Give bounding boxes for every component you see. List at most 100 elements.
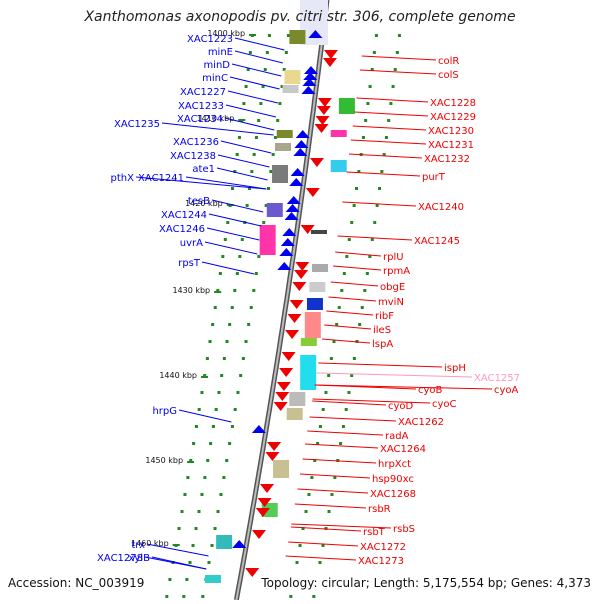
ring-tick <box>250 170 254 173</box>
plus-strand-gene <box>295 130 310 138</box>
minus-strand-gene <box>281 352 296 361</box>
ring-tick <box>189 459 193 462</box>
minus-strand-gene <box>255 508 270 517</box>
ring-tick <box>395 51 399 54</box>
left-gene-leader <box>144 556 207 570</box>
gene-block <box>306 298 323 310</box>
ring-tick <box>289 595 293 598</box>
ring-tick <box>265 51 269 54</box>
right-gene-leader <box>305 443 379 449</box>
scale-label: 1450 kbp <box>145 456 183 465</box>
ring-tick <box>194 425 198 428</box>
right-gene-leader <box>294 503 367 509</box>
ring-tick <box>201 595 205 598</box>
ring-tick <box>219 493 223 496</box>
ring-tick <box>310 476 314 479</box>
gene-block <box>330 160 347 172</box>
right-gene-label: cyoC <box>432 399 457 410</box>
plus-strand-gene <box>303 66 318 74</box>
scale-label: 1440 kbp <box>159 371 197 380</box>
left-gene-leader <box>224 117 275 131</box>
ring-tick <box>252 289 256 292</box>
ring-tick <box>352 357 356 360</box>
gene-block <box>273 460 290 478</box>
ring-tick <box>214 408 218 411</box>
ring-tick <box>282 68 286 71</box>
plus-strand-gene <box>289 178 304 186</box>
left-gene-label: pthX <box>111 173 135 184</box>
ring-tick <box>380 170 384 173</box>
ring-tick <box>207 561 211 564</box>
right-gene-leader <box>324 324 372 330</box>
right-gene-label: ribF <box>375 311 394 322</box>
ring-tick <box>372 51 376 54</box>
plus-strand-gene <box>251 425 266 433</box>
minus-strand-gene <box>315 116 330 125</box>
ring-tick <box>216 510 220 513</box>
gene-block <box>300 355 317 390</box>
right-gene-leader <box>285 555 357 561</box>
ring-tick <box>241 357 245 360</box>
ring-tick <box>276 119 280 122</box>
right-gene-label: hrpXct <box>378 459 411 470</box>
ring-tick <box>378 187 382 190</box>
right-gene-leader <box>302 458 377 464</box>
right-gene-leader <box>346 171 421 177</box>
scale-tick <box>249 34 257 36</box>
ring-tick <box>216 289 220 292</box>
left-gene-leader <box>229 76 280 90</box>
right-gene-label: hsp90xc <box>372 474 414 485</box>
left-gene-leader <box>201 261 255 275</box>
ring-tick <box>225 459 229 462</box>
ring-tick <box>384 136 388 139</box>
ring-tick <box>278 102 282 105</box>
scale-tick <box>214 291 222 293</box>
right-gene-leader <box>350 139 427 145</box>
ring-tick <box>182 595 186 598</box>
minus-strand-gene <box>289 300 304 309</box>
ring-tick <box>363 289 367 292</box>
left-gene-leader <box>220 140 272 154</box>
ring-tick <box>211 323 215 326</box>
right-gene-label: lspA <box>372 339 393 350</box>
minus-strand-gene <box>316 106 331 115</box>
ring-tick <box>217 391 221 394</box>
ring-tick <box>240 238 244 241</box>
plus-strand-gene <box>302 78 317 86</box>
ring-tick <box>327 374 331 377</box>
ring-tick <box>254 136 258 139</box>
left-gene-label: XAC1223 <box>187 34 233 45</box>
ring-tick <box>286 34 290 37</box>
ring-tick <box>355 187 359 190</box>
ring-tick <box>342 272 346 275</box>
right-gene-leader <box>342 201 417 207</box>
minus-strand-gene <box>317 98 332 107</box>
ring-tick <box>341 425 345 428</box>
ring-tick <box>185 578 189 581</box>
left-gene-label: XAC1238 <box>170 151 216 162</box>
left-gene-leader <box>204 241 258 255</box>
right-gene-label: rsbT <box>363 527 386 538</box>
right-gene-leader <box>314 384 493 390</box>
gene-block <box>272 165 289 183</box>
gene-block <box>289 392 306 406</box>
scale-tick <box>187 461 195 463</box>
ring-tick <box>230 306 234 309</box>
right-gene-label: XAC1262 <box>398 417 444 428</box>
genome-summary: Topology: circular; Length: 5,175,554 bp… <box>261 576 591 590</box>
left-gene-label: XAC1278 <box>97 553 143 564</box>
genome-backbone-highlight <box>235 0 328 601</box>
minus-strand-gene <box>257 498 272 507</box>
ring-tick <box>186 476 190 479</box>
ring-tick <box>321 408 325 411</box>
plus-strand-gene <box>290 168 305 176</box>
ring-tick <box>213 527 217 530</box>
plus-strand-gene <box>301 86 316 94</box>
gene-block <box>286 408 303 420</box>
minus-strand-gene <box>305 188 320 197</box>
left-gene-label: minC <box>202 73 228 84</box>
gene-block <box>312 264 329 272</box>
right-gene-label: purT <box>422 172 446 183</box>
left-gene-leader <box>231 63 282 77</box>
ring-tick <box>364 119 368 122</box>
